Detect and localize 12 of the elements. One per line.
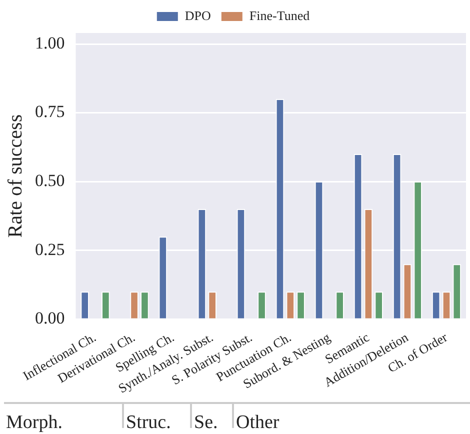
y-tick-label: 1.00	[35, 33, 65, 52]
y-tick-label: 0.50	[35, 171, 65, 190]
y-tick-label: 0.75	[35, 102, 65, 122]
text: Morph.	[6, 412, 62, 434]
text: Struc.	[126, 412, 171, 434]
legend-label: DPO	[184, 8, 211, 23]
legend-label: Fine-Tuned	[249, 8, 310, 23]
text: Other	[236, 412, 280, 434]
y-tick-label: 0.00	[35, 308, 65, 328]
y-tick-label: 0.25	[35, 240, 65, 259]
text: Se.	[194, 412, 218, 434]
y-axis-title: Rate of success	[4, 114, 26, 238]
